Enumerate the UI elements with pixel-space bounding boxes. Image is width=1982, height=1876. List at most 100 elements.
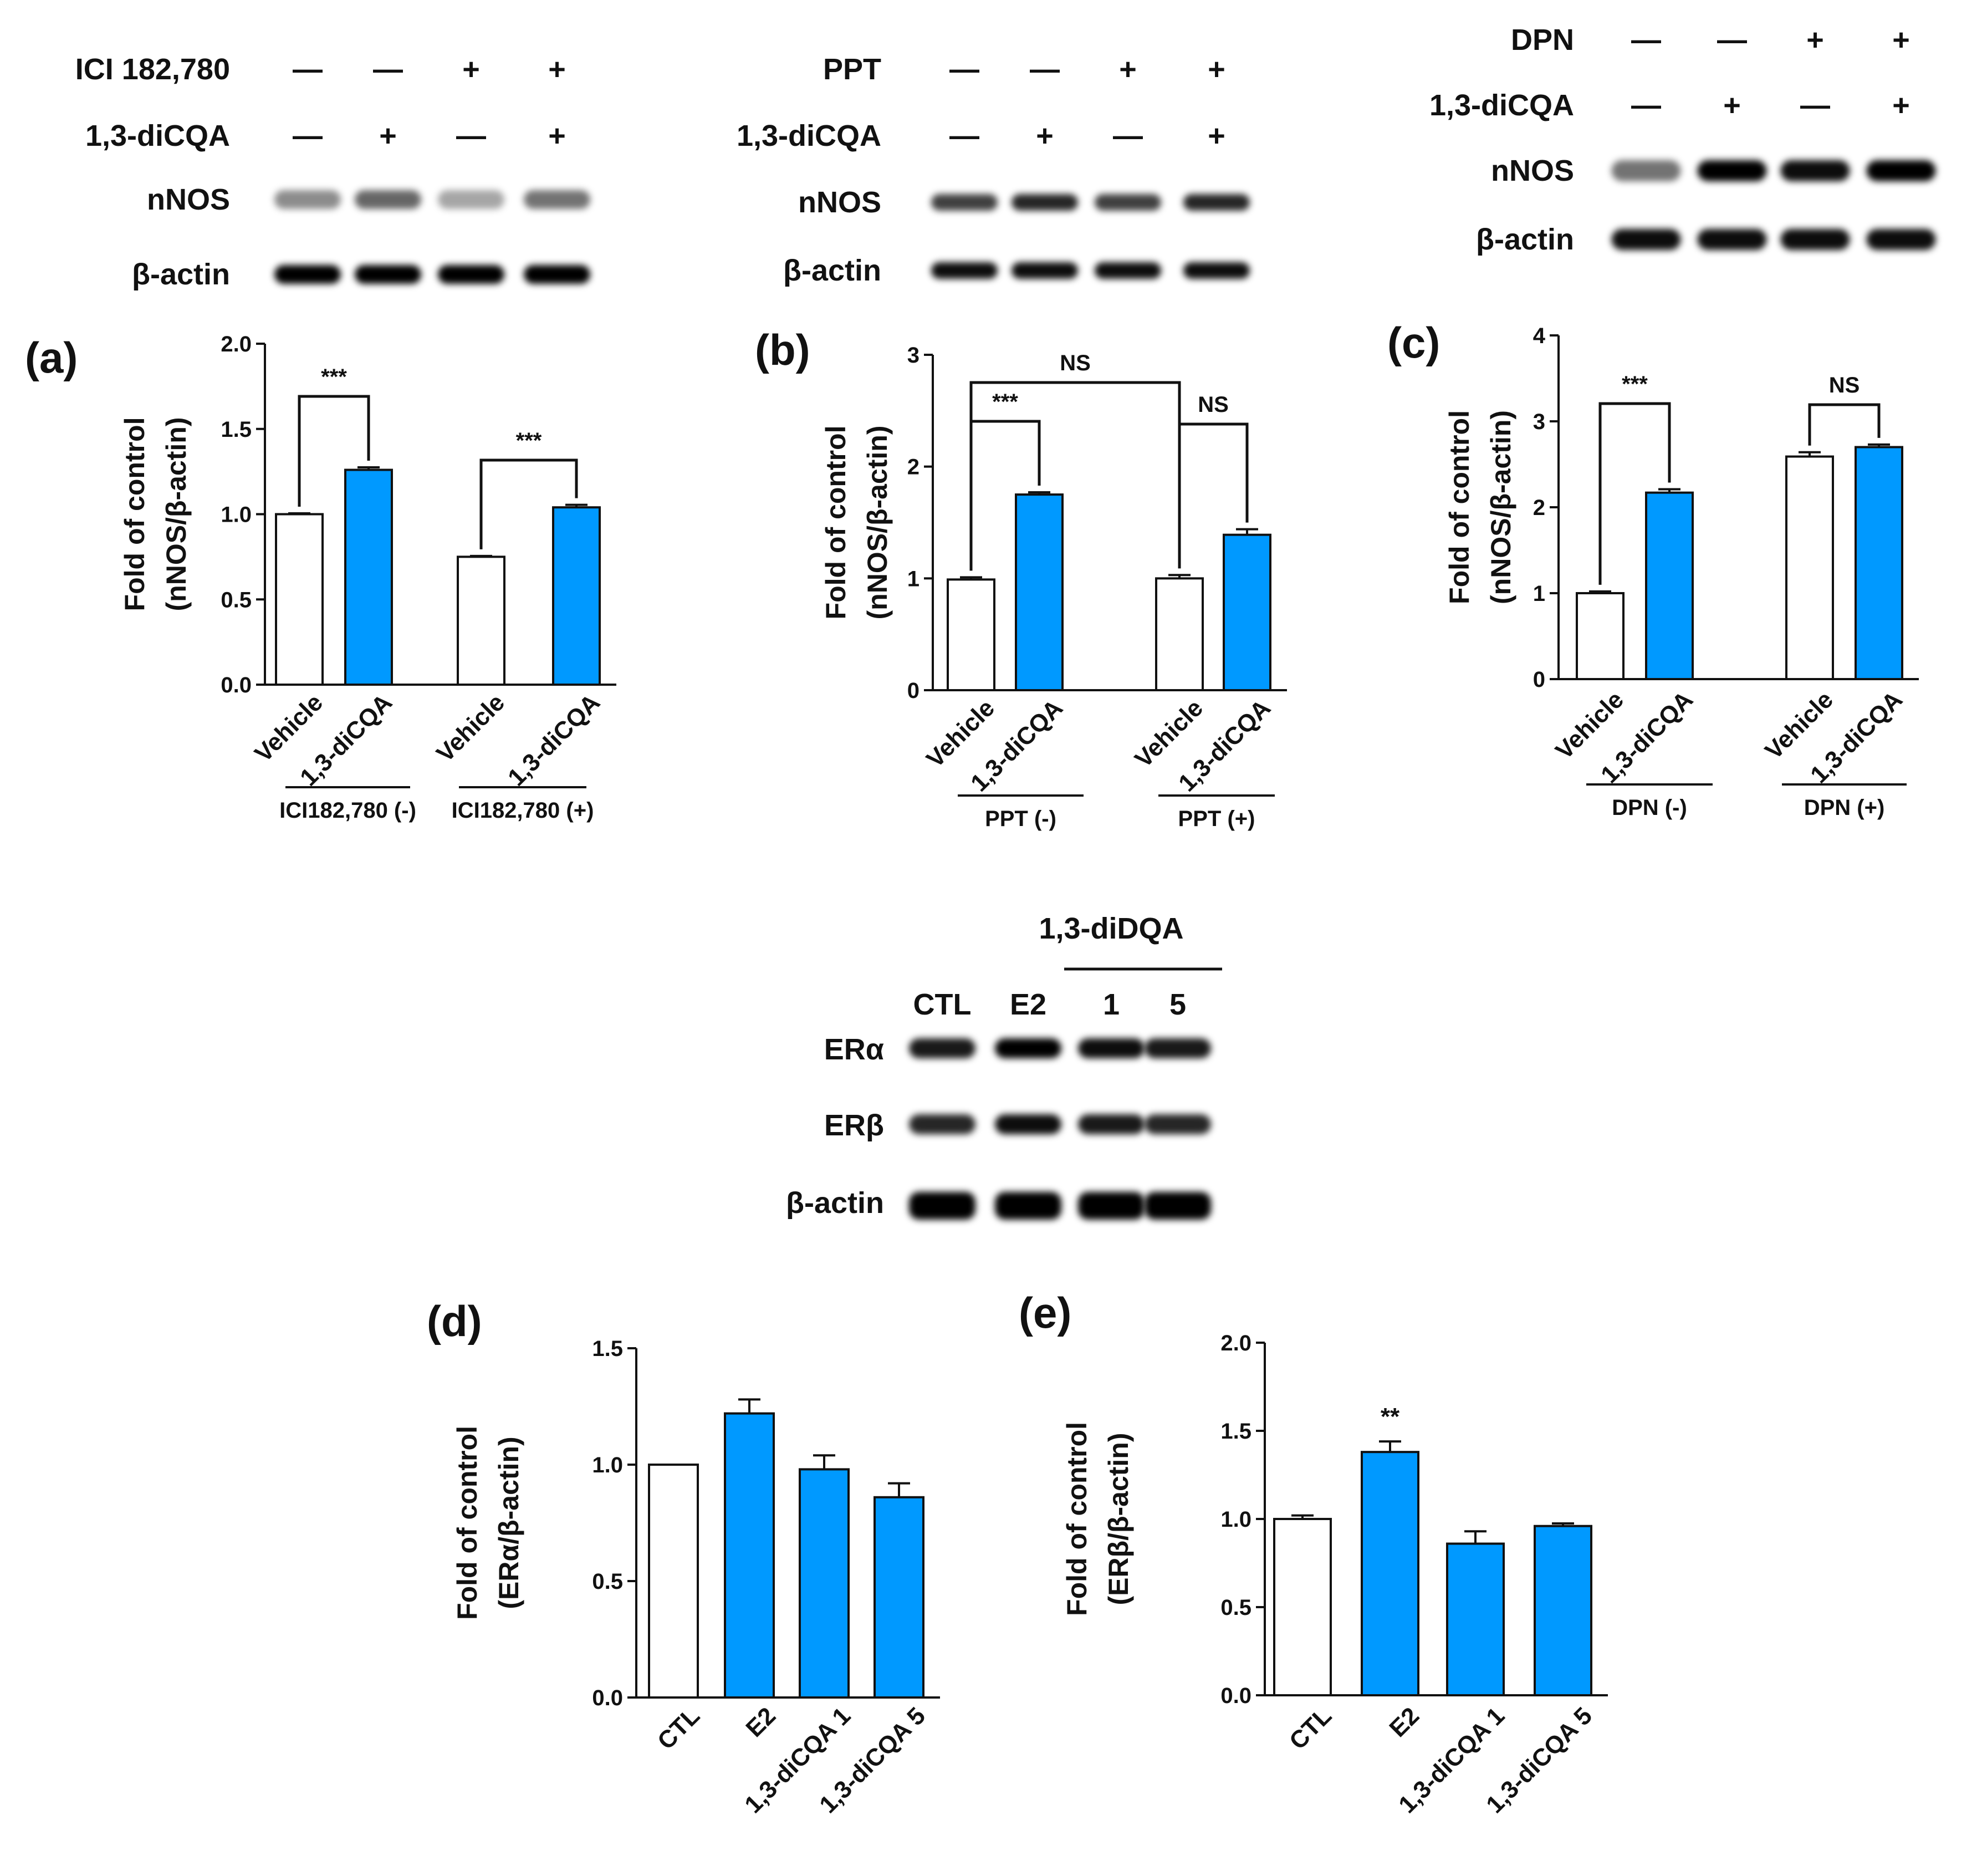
significance-label: ***: [321, 365, 347, 389]
bar: [1645, 491, 1694, 681]
blot-band: [1012, 194, 1078, 211]
blot-band: [1183, 194, 1250, 211]
y-tick-label: 0.0: [592, 1686, 623, 1710]
bar: [552, 506, 601, 686]
minus-mark: —: [949, 119, 979, 152]
significance-bracket: [1598, 402, 1671, 585]
treatment-label: 1,3-diCQA: [737, 119, 881, 152]
blot-band: [1697, 229, 1767, 250]
x-tick-label: 1,3-diCQA: [503, 689, 605, 791]
bar: [1534, 1525, 1592, 1696]
minus-mark: —: [949, 53, 979, 86]
blot-band: [355, 190, 421, 209]
y-tick-label: 1.0: [1220, 1507, 1251, 1532]
blot-band: [1095, 262, 1161, 279]
minus-mark: —: [1030, 53, 1060, 86]
significance-bracket: [1808, 403, 1881, 446]
plus-mark: +: [462, 53, 480, 86]
plus-mark: +: [1806, 23, 1824, 57]
y-tick-label: 1.0: [592, 1453, 623, 1477]
x-tick-label: CTL: [652, 1702, 705, 1755]
y-tick-label: 3: [907, 343, 920, 368]
y-tick-label: 0.0: [221, 673, 252, 697]
x-tick-label: E2: [1384, 1702, 1424, 1742]
band-row-label: ERα: [824, 1033, 884, 1066]
y-axis-label: Fold of control: [452, 1426, 483, 1620]
panel-label: (c): [1387, 318, 1440, 367]
y-tick-label: 4: [1533, 324, 1546, 348]
treatment-label: 1,3-diCQA: [85, 119, 230, 152]
blot-band: [1078, 1192, 1145, 1220]
bar: [344, 468, 393, 686]
blot-band: [1095, 194, 1161, 211]
bar: [799, 1468, 850, 1699]
y-axis-label: Fold of control: [820, 426, 851, 620]
plus-mark: +: [1208, 53, 1225, 86]
bar-chart-e: (e) 0.0 0.5 1.0 1.5 2.0 Fold of control (ERβ/β-…: [1019, 1288, 1608, 1818]
y-tick-label: 1.0: [221, 503, 252, 527]
minus-mark: —: [373, 53, 403, 86]
western-blot-c: DPN — — + +1,3-diCQA — + — + nNOS β-actin: [1429, 23, 1936, 256]
blot-band: [995, 1114, 1061, 1134]
group-label: PPT (+): [1178, 807, 1255, 831]
lane-label: 1: [1103, 988, 1120, 1021]
blot-band: [909, 1038, 975, 1058]
blot-band: [1078, 1038, 1145, 1058]
band-row-label: nNOS: [1491, 154, 1574, 187]
lane-label: CTL: [913, 988, 972, 1021]
x-tick-label: E2: [740, 1702, 781, 1742]
bar: [873, 1496, 924, 1699]
blot-band: [1697, 160, 1767, 181]
blot-band: [931, 262, 998, 279]
group-label: ICI182,780 (+): [452, 798, 594, 823]
treatment-label: 1,3-diCQA: [1429, 89, 1574, 122]
significance-label: NS: [1829, 373, 1860, 397]
western-blot-b: PPT — — + +1,3-diCQA — + — + nNOS β-actin: [737, 53, 1250, 287]
y-tick-label: 0.5: [592, 1569, 623, 1594]
y-tick-label: 0.0: [1220, 1684, 1251, 1708]
blot-band: [438, 265, 504, 284]
group-label: PPT (-): [985, 807, 1056, 831]
plus-mark: +: [1892, 89, 1910, 122]
y-axis-label: (nNOS/β-actin): [1485, 410, 1516, 604]
blot-band: [1611, 160, 1681, 181]
y-tick-label: 2: [907, 455, 920, 480]
y-tick-label: 0: [907, 679, 920, 703]
bar-chart-a: (a) 0.0 0.5 1.0 1.5 2.0 Fold of control (nNOS/β…: [25, 332, 616, 823]
y-tick-label: 3: [1533, 410, 1545, 434]
y-tick-label: 1: [907, 567, 920, 591]
y-axis-label: (ERβ/β-actin): [1103, 1433, 1134, 1605]
significance-label: **: [1381, 1403, 1400, 1430]
plus-mark: +: [1723, 89, 1741, 122]
band-row-label: β-actin: [783, 254, 881, 287]
y-axis-label: Fold of control: [1061, 1422, 1092, 1616]
bar: [947, 578, 995, 691]
band-row-label: β-actin: [1476, 223, 1574, 256]
y-tick-label: 0: [1533, 667, 1545, 692]
blot-band: [438, 190, 504, 209]
bar: [1855, 446, 1903, 680]
band-row-label: nNOS: [798, 186, 881, 219]
x-tick-label: CTL: [1284, 1702, 1337, 1755]
lane-label: E2: [1010, 988, 1046, 1021]
y-tick-label: 0.5: [221, 588, 252, 612]
minus-mark: —: [1113, 119, 1143, 152]
blot-band: [1866, 160, 1936, 181]
band-row-label: β-actin: [132, 258, 230, 291]
blot-band: [1183, 262, 1250, 279]
band-row-label: β-actin: [786, 1186, 884, 1220]
y-tick-label: 1.5: [221, 417, 252, 442]
significance-label: NS: [1198, 392, 1229, 417]
y-axis-label: Fold of control: [1444, 410, 1475, 604]
bar: [648, 1464, 699, 1699]
plus-mark: +: [1892, 23, 1910, 57]
blot-band: [909, 1192, 975, 1220]
significance-label: ***: [1622, 372, 1648, 396]
blot-band: [1866, 229, 1936, 250]
western-blot-er: 1,3-diDQA CTL E2 1 5 ERα ERβ β-actin: [786, 912, 1222, 1220]
y-tick-label: 2.0: [221, 332, 252, 356]
bar: [724, 1412, 775, 1699]
treatment-label: DPN: [1511, 23, 1574, 57]
plus-mark: +: [379, 119, 397, 152]
